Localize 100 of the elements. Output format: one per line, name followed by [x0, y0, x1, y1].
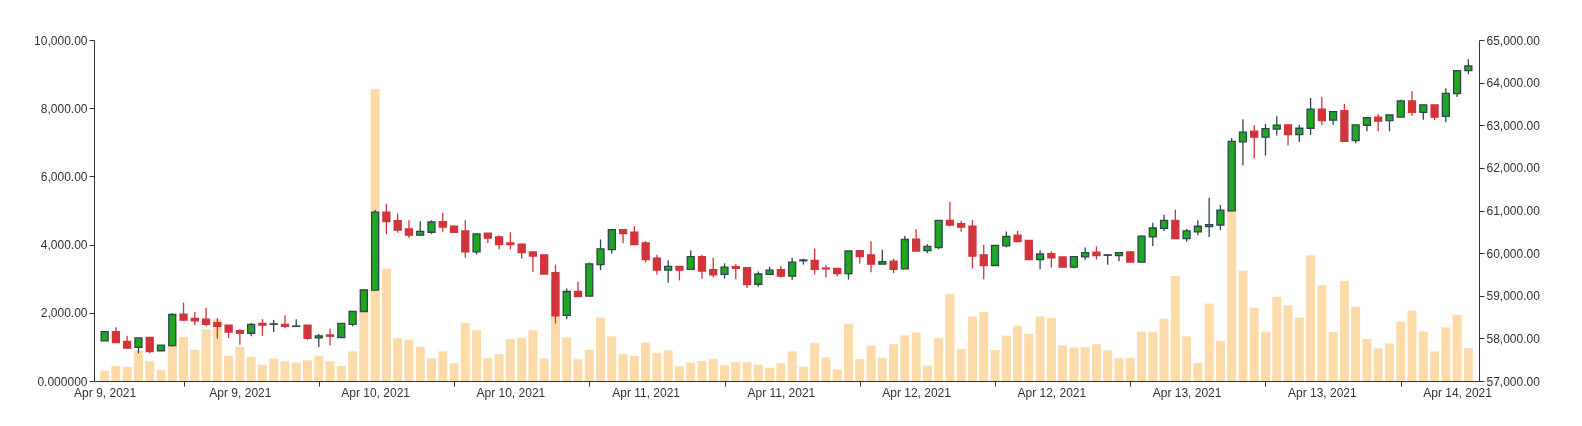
bar	[663, 350, 673, 381]
bar	[336, 366, 346, 381]
bar	[1215, 340, 1225, 381]
bar	[438, 351, 448, 381]
bar	[1317, 285, 1327, 381]
candlestick	[438, 211, 447, 233]
candlestick	[1351, 124, 1360, 144]
bar	[224, 355, 234, 381]
candlestick	[179, 301, 188, 322]
candlestick	[697, 254, 707, 280]
bar	[1204, 303, 1214, 381]
bar	[145, 361, 155, 381]
bar	[449, 363, 459, 381]
bar	[1024, 333, 1034, 381]
bar	[1148, 331, 1158, 381]
candlestick	[641, 240, 650, 264]
y2-tick-label: 63,000.00	[1486, 118, 1541, 133]
y-tick-label: 6,000.00	[40, 169, 88, 184]
bar	[573, 359, 583, 381]
bar	[1396, 321, 1406, 381]
candlestick	[1441, 87, 1450, 123]
bar	[607, 336, 617, 381]
candlestick	[562, 287, 571, 320]
y2-tick-label: 64,000.00	[1486, 76, 1541, 91]
bar	[156, 370, 166, 381]
candlestick	[607, 229, 616, 255]
y-tick-label: 4,000.00	[40, 238, 88, 253]
bar	[1306, 255, 1316, 381]
candlestick	[201, 307, 211, 327]
bar	[1159, 318, 1169, 381]
bar	[810, 343, 820, 381]
candlestick	[325, 327, 335, 347]
bar	[483, 358, 493, 381]
bar	[1294, 317, 1304, 381]
bar	[618, 354, 628, 381]
candlestick	[630, 225, 639, 246]
candlestick	[1272, 115, 1281, 137]
bar	[1238, 270, 1248, 381]
candlestick	[393, 212, 402, 234]
bar	[404, 339, 414, 381]
y-tick-label: 8,000.00	[40, 101, 88, 116]
bar	[798, 366, 808, 381]
bar	[990, 349, 1000, 381]
candlestick	[979, 244, 988, 280]
bar	[720, 365, 730, 381]
bar	[674, 366, 684, 381]
x-tick-label: Apr 12, 2021	[882, 385, 952, 400]
bar	[1418, 331, 1428, 381]
bar	[291, 362, 301, 381]
bar	[979, 312, 989, 381]
bar	[325, 361, 335, 381]
bar	[1261, 331, 1270, 381]
bar	[1193, 362, 1203, 381]
y2-tick-label: 62,000.00	[1486, 161, 1541, 176]
bar	[1046, 317, 1056, 381]
x-tick-label: Apr 13, 2021	[1287, 385, 1358, 400]
bar	[179, 337, 189, 381]
bar	[1058, 345, 1068, 381]
bar	[584, 349, 594, 381]
bar	[111, 366, 121, 381]
bar	[212, 319, 222, 381]
bar	[1384, 343, 1394, 381]
candlestick	[1171, 209, 1180, 240]
bar	[1452, 314, 1462, 381]
bar	[415, 346, 425, 381]
bar	[494, 354, 504, 381]
candlestick	[1250, 124, 1259, 160]
bar	[246, 356, 256, 381]
bar	[257, 364, 267, 381]
y2-tick-label: 61,000.00	[1486, 204, 1541, 218]
bar	[787, 351, 797, 381]
bar	[742, 362, 752, 381]
bar	[629, 355, 639, 381]
bar	[900, 335, 910, 381]
x-tick-label: Apr 9, 2021	[209, 385, 272, 400]
bar	[517, 338, 527, 381]
bar	[1001, 335, 1011, 381]
candlestick	[945, 201, 955, 227]
bar	[765, 367, 775, 381]
bar	[269, 358, 279, 381]
bar	[505, 339, 515, 381]
bar	[1137, 331, 1147, 381]
bar	[562, 337, 572, 381]
bar	[843, 323, 853, 381]
candlestick	[664, 259, 673, 284]
bar	[381, 268, 391, 381]
candlestick	[540, 254, 549, 275]
bar	[753, 364, 763, 381]
bar	[877, 357, 887, 381]
bar	[1114, 358, 1124, 381]
candlestick	[472, 233, 481, 256]
candlestick	[1024, 239, 1033, 261]
bar	[1373, 348, 1383, 381]
bar	[1272, 296, 1282, 381]
candlestick	[1148, 222, 1157, 247]
candlestick	[1216, 204, 1225, 231]
bar	[697, 360, 707, 381]
bar	[708, 359, 718, 381]
bar	[235, 346, 245, 381]
bar	[190, 349, 200, 381]
